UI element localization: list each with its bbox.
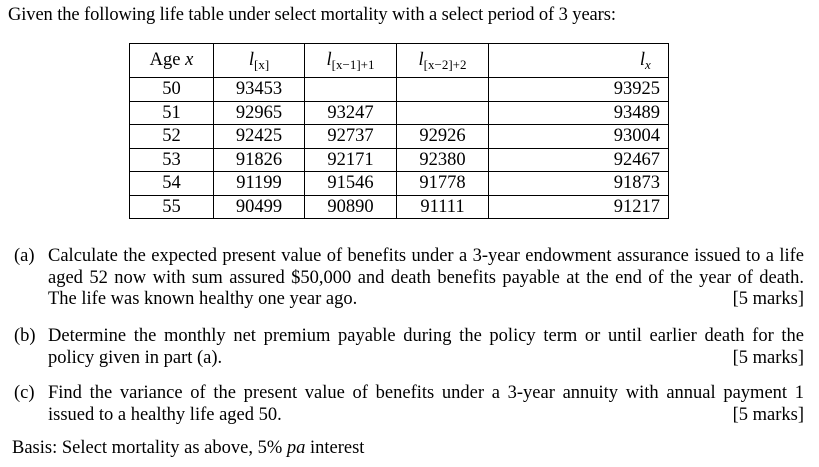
- cell-l-select-2: 92926: [396, 124, 489, 149]
- table-row: 55 90499 90890 91111 91217: [129, 194, 669, 219]
- cell-l-ultimate: 91217: [488, 194, 669, 219]
- header-l-symbol: l: [248, 49, 254, 70]
- cell-l-ultimate: 93925: [488, 77, 669, 102]
- cell-l-select-1: [304, 77, 397, 102]
- header-l-select: l[x]: [213, 43, 305, 78]
- table-header-row: Age x l[x] l[x−1]+1 l[x−2]+2 lx: [129, 43, 669, 78]
- basis-suffix: interest: [305, 438, 365, 458]
- table-row: 54 91199 91546 91778 91873: [129, 171, 669, 196]
- question-label: (a): [14, 246, 35, 266]
- cell-age: 54: [129, 171, 214, 196]
- cell-l-select: 93453: [213, 77, 305, 102]
- question-label: (c): [14, 383, 35, 403]
- cell-l-select-2: [396, 100, 489, 125]
- header-age-var: x: [185, 50, 194, 71]
- question-text: Determine the monthly net premium payabl…: [48, 326, 804, 368]
- life-table: Age x l[x] l[x−1]+1 l[x−2]+2 lx 50 93453…: [129, 43, 669, 219]
- cell-l-select: 91826: [213, 147, 305, 172]
- question-b: (b) Determine the monthly net premium pa…: [14, 326, 804, 369]
- cell-l-select-1: 92737: [304, 124, 397, 149]
- header-l-symbol: l: [326, 49, 332, 70]
- header-l-subscript: [x−2]+2: [423, 56, 467, 72]
- question-label: (b): [14, 326, 36, 346]
- cell-l-ultimate: 92467: [488, 147, 669, 172]
- header-age-label: Age: [149, 50, 186, 71]
- header-age: Age x: [129, 43, 214, 78]
- cell-l-select: 90499: [213, 194, 305, 219]
- header-l-symbol: l: [418, 49, 424, 70]
- question-marks: [5 marks]: [732, 347, 804, 368]
- question-text: Find the variance of the present value o…: [48, 383, 804, 425]
- cell-l-select: 92965: [213, 100, 305, 125]
- cell-l-select-1: 92171: [304, 147, 397, 172]
- question-marks: [5 marks]: [732, 404, 804, 425]
- table-row: 53 91826 92171 92380 92467: [129, 147, 669, 172]
- cell-age: 53: [129, 147, 214, 172]
- cell-age: 51: [129, 100, 214, 125]
- question-c: (c) Find the variance of the present val…: [14, 383, 804, 426]
- question-a: (a) Calculate the expected present value…: [14, 246, 804, 311]
- cell-l-select-2: 92380: [396, 147, 489, 172]
- cell-l-ultimate: 93004: [488, 124, 669, 149]
- basis-italic: pa: [286, 438, 306, 458]
- cell-l-select: 92425: [213, 124, 305, 149]
- basis-text: Basis: Select mortality as above, 5% pa …: [12, 438, 364, 459]
- cell-l-select-2: 91778: [396, 171, 489, 196]
- basis-prefix: Basis: Select mortality as above, 5%: [12, 438, 287, 458]
- cell-l-select-2: [396, 77, 489, 102]
- cell-age: 52: [129, 124, 214, 149]
- table-row: 51 92965 93247 93489: [129, 100, 669, 125]
- cell-l-select: 91199: [213, 171, 305, 196]
- table-row: 52 92425 92737 92926 93004: [129, 124, 669, 149]
- question-marks: [5 marks]: [732, 289, 804, 309]
- header-l-symbol: l: [639, 49, 645, 70]
- header-l-subscript: [x]: [253, 56, 270, 72]
- cell-age: 50: [129, 77, 214, 102]
- header-l-select-1: l[x−1]+1: [304, 43, 397, 78]
- cell-l-select-1: 93247: [304, 100, 397, 125]
- cell-age: 55: [129, 194, 214, 219]
- cell-l-ultimate: 93489: [488, 100, 669, 125]
- cell-l-select-1: 90890: [304, 194, 397, 219]
- header-l-subscript: x: [644, 56, 651, 72]
- cell-l-select-1: 91546: [304, 171, 397, 196]
- header-l-select-2: l[x−2]+2: [396, 43, 489, 78]
- intro-text: Given the following life table under sel…: [8, 5, 616, 25]
- header-l-ultimate: lx: [488, 43, 669, 78]
- cell-l-select-2: 91111: [396, 194, 489, 219]
- cell-l-ultimate: 91873: [488, 171, 669, 196]
- table-row: 50 93453 93925: [129, 77, 669, 102]
- question-text: Calculate the expected present value of …: [48, 246, 804, 309]
- header-l-subscript: [x−1]+1: [331, 56, 375, 72]
